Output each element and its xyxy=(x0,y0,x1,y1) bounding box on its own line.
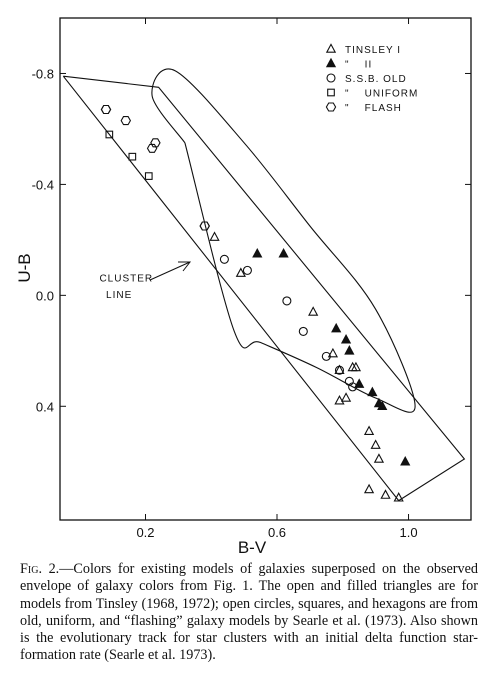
data-point xyxy=(144,172,153,180)
cluster-line-annotation: CLUSTER LINE xyxy=(99,273,153,301)
caption-dash: — xyxy=(59,561,74,577)
data-point xyxy=(334,364,345,374)
legend-label: " UNIFORM xyxy=(345,89,418,100)
chart: 0.2 0.6 1.0 -0.8 -0.4 0.0 0.4 B-V U-B CLUSTER L… xyxy=(15,17,472,557)
data-point xyxy=(348,382,358,392)
data-point xyxy=(367,386,378,397)
caption-label: Fig. 2. xyxy=(20,561,60,577)
legend-marker xyxy=(325,102,337,112)
data-point xyxy=(235,267,246,277)
axis-ticks xyxy=(60,18,471,520)
y-tick-label: 0.4 xyxy=(36,399,54,414)
y-axis-title: U-B xyxy=(15,253,34,282)
data-point xyxy=(340,333,352,344)
legend-label: " II xyxy=(345,60,372,71)
data-point xyxy=(370,439,381,449)
data-point xyxy=(242,265,252,275)
data-point xyxy=(150,138,161,148)
data-point xyxy=(321,351,331,361)
x-axis-title: B-V xyxy=(238,538,267,557)
data-point xyxy=(363,425,375,435)
legend-marker xyxy=(325,57,337,68)
data-points xyxy=(100,104,411,502)
data-point xyxy=(219,254,229,264)
data-point xyxy=(380,489,391,499)
annotation-label: LINE xyxy=(106,290,132,301)
x-tick-label: 0.6 xyxy=(268,525,286,540)
legend-marker xyxy=(327,88,335,97)
data-point xyxy=(282,296,292,306)
data-point xyxy=(354,378,365,388)
data-point xyxy=(334,394,345,405)
annotation-label: CLUSTER xyxy=(99,273,153,284)
data-point xyxy=(120,116,132,126)
axis-tick-labels: 0.2 0.6 1.0 -0.8 -0.4 0.0 0.4 xyxy=(32,66,418,540)
data-point xyxy=(344,345,355,355)
data-point xyxy=(308,306,319,316)
data-point xyxy=(100,104,112,115)
data-point xyxy=(334,365,345,375)
legend-label: TINSLEY I xyxy=(345,45,401,56)
data-point xyxy=(105,130,114,139)
legend: TINSLEY I " II S.S.B. OLD " UNIFORM " FLASH xyxy=(325,43,418,114)
legend-marker xyxy=(325,43,337,53)
data-point xyxy=(128,152,137,161)
data-point xyxy=(146,143,158,153)
y-tick-label: 0.0 xyxy=(36,288,54,303)
plot-frame xyxy=(59,17,472,521)
cluster-line-arrow xyxy=(149,261,192,281)
data-point xyxy=(400,455,411,466)
legend-label: S.S.B. OLD xyxy=(345,74,407,85)
data-point xyxy=(278,247,289,258)
data-point xyxy=(350,361,362,372)
legend-marker xyxy=(326,73,336,83)
data-point xyxy=(209,231,220,241)
cluster-line-track xyxy=(151,68,416,413)
x-tick-label: 1.0 xyxy=(399,525,417,540)
y-tick-label: -0.8 xyxy=(32,66,54,81)
caption-text: Colors for existing models of galaxies s… xyxy=(20,561,478,664)
data-point xyxy=(331,322,342,333)
data-point xyxy=(393,492,404,502)
y-tick-label: -0.4 xyxy=(32,177,54,192)
data-point xyxy=(377,400,388,411)
data-point xyxy=(373,453,385,463)
data-point xyxy=(340,392,352,402)
galaxy-color-envelope xyxy=(62,75,466,502)
data-point xyxy=(327,347,339,358)
data-point xyxy=(363,483,375,494)
data-point xyxy=(298,326,308,336)
figure-caption: Fig. 2.—Colors for existing models of ga… xyxy=(20,561,478,665)
data-point xyxy=(252,247,263,258)
x-tick-label: 0.2 xyxy=(136,525,154,540)
data-point xyxy=(199,221,210,231)
legend-label: " FLASH xyxy=(345,103,402,114)
